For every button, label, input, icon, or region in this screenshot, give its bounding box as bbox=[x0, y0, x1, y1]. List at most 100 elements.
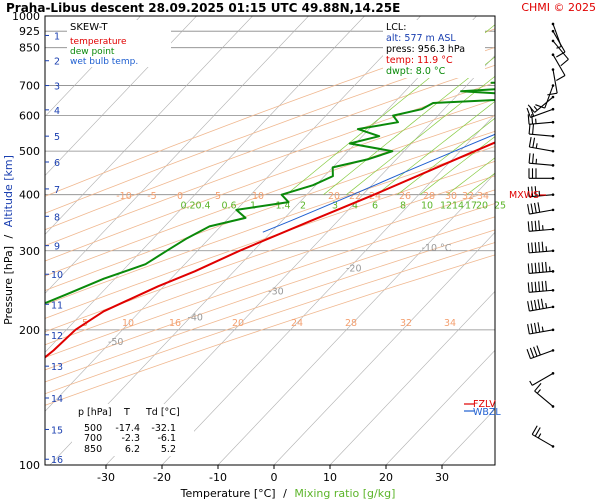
wind-barb-shaft bbox=[552, 23, 562, 47]
wind-barb-feather bbox=[527, 263, 530, 274]
wind-barb-feather bbox=[532, 137, 536, 148]
x-axis-separator: / bbox=[283, 487, 287, 500]
wind-barb bbox=[527, 322, 555, 335]
table-cell: -32.1 bbox=[151, 423, 176, 434]
pressure-tick-label: 200 bbox=[19, 324, 40, 337]
pressure-tick-label: 1000 bbox=[12, 10, 40, 23]
wind-barb-feather bbox=[545, 280, 548, 291]
wind-barb-feather bbox=[528, 137, 532, 148]
wind-barb-station bbox=[551, 164, 555, 167]
table-cell: 500 bbox=[84, 423, 102, 434]
altitude-tick-label: 7 bbox=[54, 185, 60, 196]
pressure-tick-label: 500 bbox=[19, 145, 40, 158]
copyright: CHMI © 2025 bbox=[521, 1, 596, 14]
wind-barb bbox=[547, 68, 558, 96]
mixing-ratio-label: 14 bbox=[452, 201, 464, 212]
pressure-tick-label: 850 bbox=[19, 42, 40, 55]
legend-dew-point: dew point bbox=[70, 47, 115, 57]
x-axis-temperature-label: Temperature [°C] bbox=[180, 487, 276, 500]
wind-barb-shaft bbox=[544, 85, 554, 109]
wind-barb-feather bbox=[538, 220, 541, 231]
mixing-ratio-line bbox=[346, 75, 495, 195]
dry-adiabat bbox=[45, 64, 495, 231]
wind-barb-feather bbox=[531, 263, 534, 274]
temperature-tick-label: -20 bbox=[153, 471, 171, 484]
wind-barb-station bbox=[551, 288, 555, 292]
wind-barb-feather bbox=[537, 433, 542, 439]
wind-barb-station bbox=[551, 149, 555, 153]
wind-barb-shaft bbox=[530, 349, 554, 360]
mixing-ratio-line bbox=[496, 16, 600, 195]
dry-adiabat-label: 16 bbox=[169, 318, 181, 329]
isotherm-label: -30 bbox=[268, 286, 284, 297]
wind-barb-shaft bbox=[552, 40, 569, 60]
wind-barb-feather bbox=[526, 349, 531, 359]
wind-barb-feather bbox=[533, 202, 537, 213]
mixing-ratio-line bbox=[588, 16, 600, 195]
dry-adiabat-label: 22 bbox=[349, 191, 361, 202]
altitude-tick-label: 8 bbox=[54, 212, 60, 223]
wind-barb-shaft bbox=[529, 329, 554, 335]
wind-barb-feather bbox=[531, 221, 534, 232]
wind-barb-station bbox=[551, 107, 555, 111]
dry-adiabat-label: 20 bbox=[232, 318, 244, 329]
altitude-tick-label: 11 bbox=[51, 300, 63, 311]
wind-barb-shaft bbox=[529, 289, 554, 293]
wind-barb-feather bbox=[537, 299, 541, 310]
altitude-tick-label: 15 bbox=[51, 425, 63, 436]
table-cell: 5.2 bbox=[161, 444, 176, 455]
temperature-tick-label: -30 bbox=[97, 471, 115, 484]
wind-barb-feather bbox=[532, 124, 534, 135]
wind-barb-feather bbox=[541, 326, 544, 332]
wind-barb bbox=[527, 280, 555, 293]
wind-barb bbox=[535, 84, 555, 109]
wind-barb-station bbox=[551, 372, 555, 375]
temperature-tick-label: 20 bbox=[379, 471, 393, 484]
mixing-ratio-label: 4 bbox=[352, 201, 358, 212]
wind-barb-feather bbox=[535, 143, 538, 149]
wind-barb-shaft bbox=[531, 372, 554, 386]
altitude-tick-label: 12 bbox=[51, 331, 63, 342]
table-cell: 850 bbox=[84, 444, 102, 455]
wind-barb-feather bbox=[545, 261, 548, 272]
wind-barb-station bbox=[551, 328, 555, 332]
mixing-ratio-label: 6 bbox=[372, 201, 378, 212]
x-axis-mixing-ratio-label: Mixing ratio [g/kg] bbox=[294, 487, 395, 500]
wind-barb-feather bbox=[529, 347, 535, 358]
table-cell: -2.3 bbox=[121, 433, 140, 444]
dry-adiabat bbox=[45, 46, 495, 214]
wind-barb-feather bbox=[534, 220, 537, 231]
fzlv-marker: FZLV bbox=[464, 399, 496, 410]
wind-barb-feather bbox=[556, 51, 566, 58]
dry-adiabat bbox=[45, 146, 495, 306]
wind-barb bbox=[527, 186, 555, 198]
pressure-tick-label: 300 bbox=[19, 245, 40, 258]
wind-barbs bbox=[526, 22, 569, 448]
dry-adiabat-label: 32 bbox=[400, 318, 412, 329]
wind-barb-shaft bbox=[529, 146, 554, 152]
dew-point-profile bbox=[45, 81, 495, 305]
wind-barb-station bbox=[551, 193, 555, 196]
mixing-ratio-label: 0.6 bbox=[221, 201, 236, 212]
isotherm-label: -10 °C bbox=[422, 243, 452, 254]
isotherm bbox=[329, 290, 495, 465]
altitude-tick-label: 16 bbox=[51, 455, 63, 466]
mixing-ratio-label: 20 bbox=[476, 201, 488, 212]
wind-barb-feather bbox=[556, 45, 562, 49]
wind-barb-feather bbox=[527, 324, 530, 335]
axes: 1002003004005006007008509251000123456789… bbox=[12, 10, 449, 484]
isotherm bbox=[498, 16, 600, 465]
wind-barb-feather bbox=[527, 204, 530, 215]
wind-barb-station bbox=[551, 68, 555, 71]
wind-barb bbox=[531, 425, 555, 448]
wind-barb-station bbox=[551, 29, 555, 33]
legend-title: SKEW-T bbox=[70, 22, 108, 33]
lcl-info-box: LCL: alt: 577 m ASL press: 956.3 hPa tem… bbox=[383, 20, 485, 78]
dry-adiabat-label: 32 bbox=[462, 191, 474, 202]
wind-barb bbox=[527, 113, 555, 125]
wind-barb-feather bbox=[530, 323, 534, 334]
wind-barb-station bbox=[551, 445, 555, 448]
legend-wet-bulb: wet bulb temp. bbox=[70, 57, 138, 67]
mixing-ratio-label: 17 bbox=[465, 201, 477, 212]
temperature-profile bbox=[45, 141, 495, 359]
